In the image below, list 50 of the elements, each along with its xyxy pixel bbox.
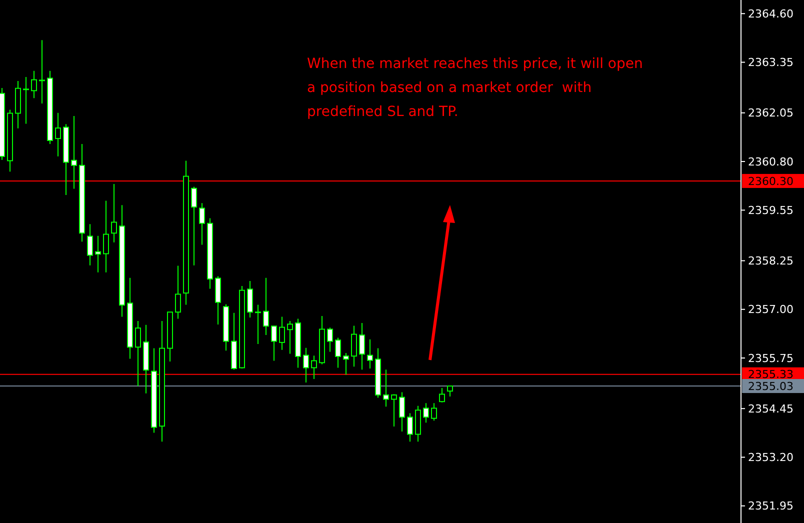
candlestick (31, 70, 37, 99)
ref-line-label: 2360.30 (748, 174, 794, 188)
y-tick-label: 2362.05 (748, 106, 794, 120)
annotation: When the market reaches this price, it will open a position based on a market order with predefined SL and TP. (307, 56, 643, 120)
y-tick-label: 2351.95 (748, 500, 794, 513)
candlestick (447, 386, 453, 398)
candlestick (399, 392, 405, 432)
candlestick (271, 326, 277, 362)
y-tick-label: 2357.00 (748, 303, 794, 316)
candlestick (351, 325, 357, 368)
candlestick (175, 265, 181, 320)
y-tick-label: 2358.25 (748, 254, 794, 268)
candlestick (423, 402, 429, 424)
candlestick (39, 40, 45, 104)
candlestick (407, 412, 413, 442)
y-tick-label: 2359.55 (748, 204, 794, 217)
y-tick-label: 2354.45 (748, 402, 794, 416)
candlestick (103, 200, 109, 273)
candlestick (255, 304, 261, 344)
candlestick (111, 184, 117, 243)
candlestick (87, 224, 93, 266)
candlestick (367, 338, 373, 370)
candlestick (431, 402, 437, 422)
candlestick (303, 347, 309, 384)
candlestick (279, 316, 285, 350)
candlestick (95, 235, 101, 273)
y-tick-label: 2353.20 (748, 451, 794, 464)
candlestick (287, 320, 293, 354)
candlestick (191, 186, 197, 266)
candlestick (311, 355, 317, 380)
candlestick (327, 327, 333, 352)
ref-line-label: 2355.33 (748, 368, 794, 382)
candlestick (135, 320, 141, 387)
y-tick-label: 2360.80 (748, 155, 794, 168)
candlestick (247, 280, 253, 318)
y-tick-label: 2364.60 (748, 7, 794, 20)
y-tick-label: 2363.35 (748, 56, 794, 70)
candlestick (391, 394, 397, 427)
candlestick (263, 277, 269, 336)
candlestick (359, 322, 365, 370)
candlestick (71, 115, 77, 190)
y-tick-label: 2355.75 (748, 352, 794, 365)
candlestick (23, 76, 29, 124)
candlestick (383, 369, 389, 408)
ref-line-label: 2355.03 (748, 380, 794, 393)
candlestick (335, 337, 341, 368)
candlestick (343, 352, 349, 376)
candlestick (55, 112, 61, 157)
candlestick (439, 387, 445, 403)
candlestick (199, 202, 205, 246)
